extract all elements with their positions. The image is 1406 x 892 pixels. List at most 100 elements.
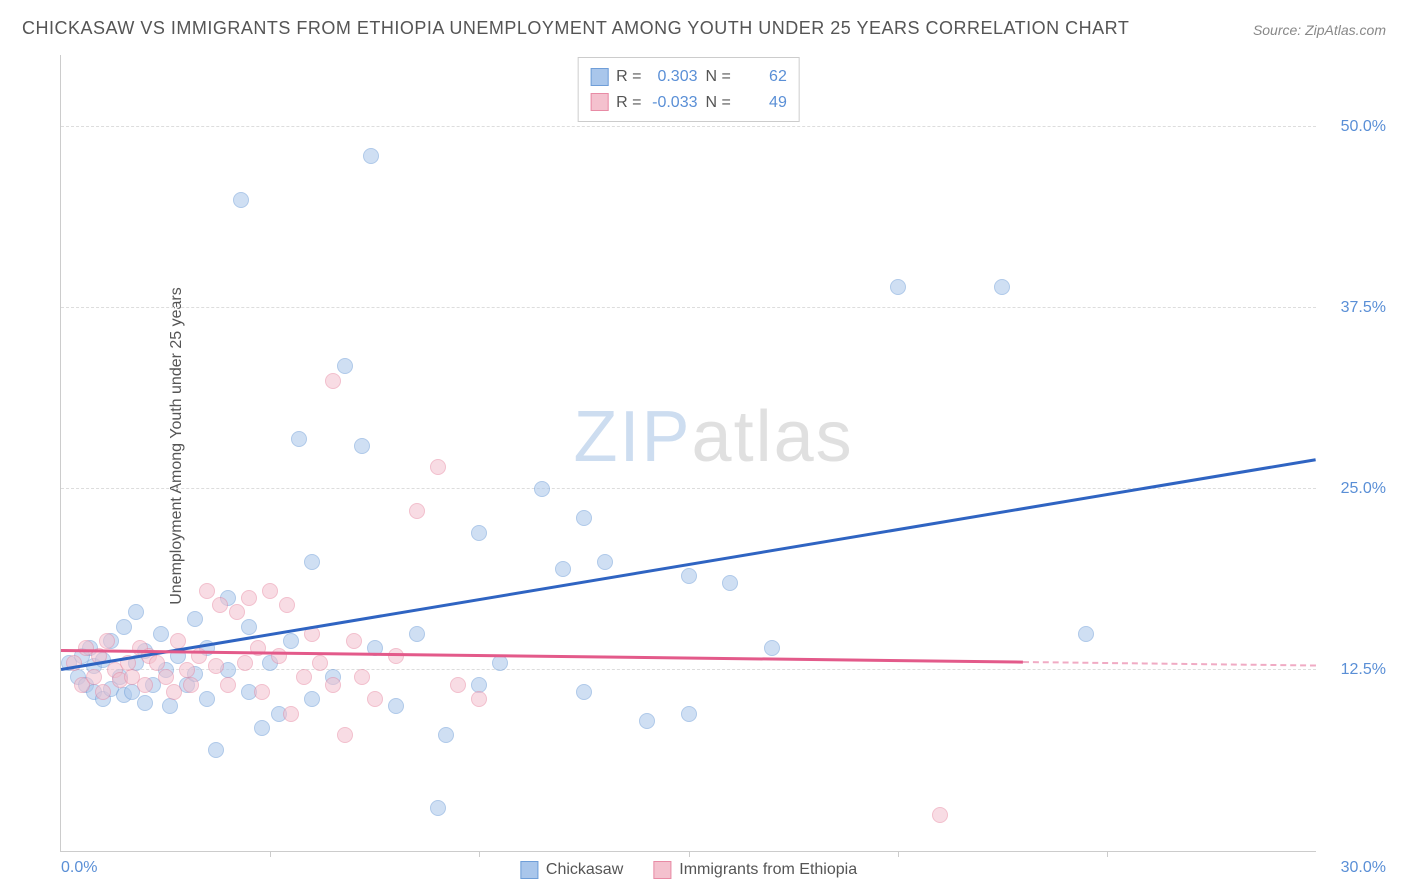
gridline xyxy=(61,126,1316,127)
data-point xyxy=(241,619,257,635)
data-point xyxy=(187,611,203,627)
x-tick xyxy=(898,851,899,857)
data-point xyxy=(271,648,287,664)
data-point xyxy=(283,633,299,649)
data-point xyxy=(367,691,383,707)
data-point xyxy=(325,373,341,389)
swatch-series-1 xyxy=(590,93,608,111)
data-point xyxy=(764,640,780,656)
data-point xyxy=(262,583,278,599)
x-tick xyxy=(689,851,690,857)
data-point xyxy=(254,684,270,700)
data-point xyxy=(994,279,1010,295)
data-point xyxy=(229,604,245,620)
data-point xyxy=(212,597,228,613)
data-point xyxy=(576,510,592,526)
data-point xyxy=(450,677,466,693)
y-tick-label: 25.0% xyxy=(1341,480,1386,498)
watermark-zip: ZIP xyxy=(574,397,692,477)
data-point xyxy=(279,597,295,613)
data-point xyxy=(128,604,144,620)
data-point xyxy=(534,481,550,497)
stat-n-label: N = xyxy=(706,90,731,116)
data-point xyxy=(492,655,508,671)
data-point xyxy=(116,619,132,635)
data-point xyxy=(471,525,487,541)
data-point xyxy=(241,590,257,606)
legend-swatch-1 xyxy=(653,861,671,879)
data-point xyxy=(199,583,215,599)
data-point xyxy=(237,655,253,671)
stat-r-value-1: -0.033 xyxy=(650,90,698,116)
data-point xyxy=(354,438,370,454)
data-point xyxy=(291,431,307,447)
data-point xyxy=(681,568,697,584)
y-tick-label: 37.5% xyxy=(1341,299,1386,317)
data-point xyxy=(304,554,320,570)
stat-n-label: N = xyxy=(706,64,731,90)
data-point xyxy=(183,677,199,693)
data-point xyxy=(337,358,353,374)
data-point xyxy=(932,807,948,823)
swatch-series-0 xyxy=(590,68,608,86)
data-point xyxy=(199,691,215,707)
data-point xyxy=(346,633,362,649)
data-point xyxy=(162,698,178,714)
data-point xyxy=(388,698,404,714)
x-tick xyxy=(1107,851,1108,857)
data-point xyxy=(86,669,102,685)
data-point xyxy=(208,658,224,674)
x-tick xyxy=(270,851,271,857)
data-point xyxy=(363,148,379,164)
data-point xyxy=(283,706,299,722)
scatter-plot-area: ZIPatlas R = 0.303 N = 62 R = -0.033 N =… xyxy=(60,55,1316,852)
data-point xyxy=(220,677,236,693)
y-tick-label: 50.0% xyxy=(1341,118,1386,136)
data-point xyxy=(681,706,697,722)
watermark: ZIPatlas xyxy=(574,396,854,478)
data-point xyxy=(137,695,153,711)
data-point xyxy=(296,669,312,685)
stats-row-series-1: R = -0.033 N = 49 xyxy=(590,90,787,116)
data-point xyxy=(158,669,174,685)
trend-line xyxy=(61,458,1316,670)
data-point xyxy=(576,684,592,700)
data-point xyxy=(137,677,153,693)
data-point xyxy=(890,279,906,295)
data-point xyxy=(149,655,165,671)
data-point xyxy=(166,684,182,700)
data-point xyxy=(208,742,224,758)
data-point xyxy=(471,691,487,707)
data-point xyxy=(95,684,111,700)
source-label: Source: ZipAtlas.com xyxy=(1253,22,1386,38)
bottom-legend: Chickasaw Immigrants from Ethiopia xyxy=(520,861,857,879)
data-point xyxy=(438,727,454,743)
data-point xyxy=(233,192,249,208)
data-point xyxy=(325,677,341,693)
legend-swatch-0 xyxy=(520,861,538,879)
data-point xyxy=(1078,626,1094,642)
data-point xyxy=(430,459,446,475)
data-point xyxy=(99,633,115,649)
data-point xyxy=(153,626,169,642)
x-axis-min-label: 0.0% xyxy=(61,859,97,877)
stat-r-label: R = xyxy=(616,90,641,116)
data-point xyxy=(304,691,320,707)
x-tick xyxy=(479,851,480,857)
data-point xyxy=(179,662,195,678)
stat-r-label: R = xyxy=(616,64,641,90)
data-point xyxy=(430,800,446,816)
stat-n-value-0: 62 xyxy=(739,64,787,90)
chart-title: CHICKASAW VS IMMIGRANTS FROM ETHIOPIA UN… xyxy=(22,18,1129,39)
gridline xyxy=(61,307,1316,308)
data-point xyxy=(250,640,266,656)
legend-label-0: Chickasaw xyxy=(546,861,623,879)
data-point xyxy=(388,648,404,664)
legend-label-1: Immigrants from Ethiopia xyxy=(679,861,857,879)
data-point xyxy=(555,561,571,577)
data-point xyxy=(312,655,328,671)
data-point xyxy=(409,503,425,519)
stats-row-series-0: R = 0.303 N = 62 xyxy=(590,64,787,90)
y-tick-label: 12.5% xyxy=(1341,661,1386,679)
data-point xyxy=(722,575,738,591)
